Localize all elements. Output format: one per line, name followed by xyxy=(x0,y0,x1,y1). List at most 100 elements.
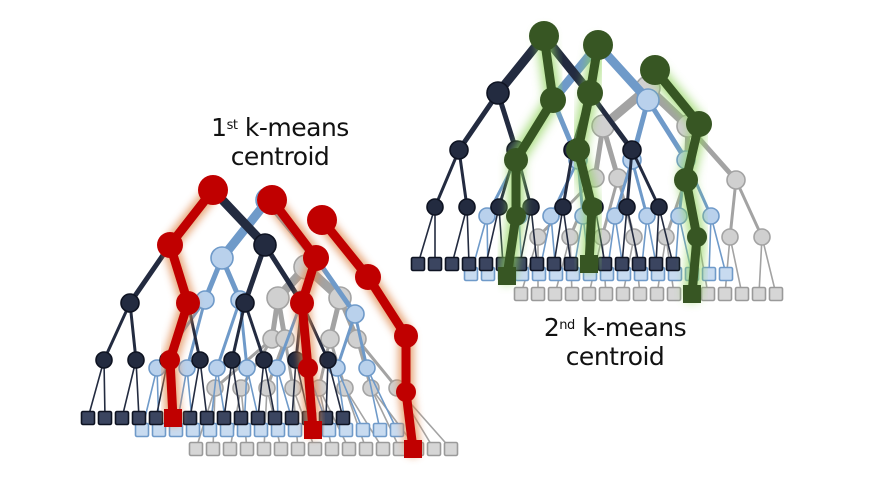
leaf-node xyxy=(615,286,631,302)
tree-edge xyxy=(734,178,764,239)
tree-edge xyxy=(417,206,436,265)
highlight-node xyxy=(540,87,566,113)
tree-edge xyxy=(370,387,401,450)
tree-edge xyxy=(199,359,208,419)
highlight-leaf xyxy=(404,440,422,458)
tree-node xyxy=(120,293,140,313)
leaf-node xyxy=(665,256,681,272)
leaf-node xyxy=(632,286,648,302)
tree-node xyxy=(561,228,579,246)
tree-edge xyxy=(318,387,350,450)
green-path-blue-tree xyxy=(566,30,613,273)
tree-edge xyxy=(519,206,532,265)
highlight-node xyxy=(396,382,416,402)
highlight-leaf xyxy=(683,285,701,303)
tree-edge xyxy=(433,148,461,209)
leaf-node xyxy=(321,422,337,438)
highlight-node xyxy=(674,168,698,192)
tree-edge xyxy=(626,206,640,265)
tree-edge xyxy=(243,301,266,362)
highlight-node xyxy=(686,111,712,137)
tree-edge xyxy=(710,215,727,275)
leaf-node xyxy=(564,286,580,302)
green-path-gray-tree xyxy=(640,55,712,303)
tree-edge xyxy=(658,206,674,265)
leaf-node xyxy=(410,256,426,272)
leaf-node xyxy=(666,286,682,302)
tree-node xyxy=(320,329,340,349)
tree-node xyxy=(650,198,668,216)
tree-edge xyxy=(655,206,660,265)
tree-node xyxy=(486,81,510,105)
tree-edge xyxy=(189,359,201,419)
tree-edge xyxy=(554,236,571,295)
leaf-node xyxy=(202,422,218,438)
first-caption-suffix: st xyxy=(226,118,238,133)
leaf-node xyxy=(233,410,249,426)
tree-node xyxy=(606,207,624,225)
tree-node xyxy=(95,351,113,369)
leaf-node xyxy=(97,410,113,426)
highlight-node xyxy=(307,205,337,235)
tree-edge xyxy=(325,359,329,419)
tree-node xyxy=(238,359,256,377)
leaf-node xyxy=(341,441,357,457)
leaf-node xyxy=(284,410,300,426)
leaf-node xyxy=(631,256,647,272)
tree-edge xyxy=(87,359,105,419)
tree-node xyxy=(542,207,560,225)
tree-node xyxy=(345,304,365,324)
tree-edge xyxy=(344,387,367,450)
second-centroid-caption: 2nd k-means centroid xyxy=(515,313,715,371)
highlight-node xyxy=(577,80,603,106)
leaf-node xyxy=(546,256,562,272)
red-path-blue-tree xyxy=(257,185,329,439)
leaf-node xyxy=(290,441,306,457)
first-caption-kmeans: k-means xyxy=(237,113,349,142)
tree-node xyxy=(210,246,234,270)
tree-node xyxy=(127,351,145,369)
tree-node xyxy=(266,286,290,310)
leaf-node xyxy=(389,422,405,438)
tree-node xyxy=(726,170,746,190)
second-caption-ordinal: 2 xyxy=(543,313,560,342)
tree-edge xyxy=(257,359,265,419)
leaf-node xyxy=(188,441,204,457)
leaf-node xyxy=(250,410,266,426)
tree-edge xyxy=(724,236,731,295)
highlight-node xyxy=(504,148,528,172)
highlight-node xyxy=(583,30,613,60)
leaf-node xyxy=(199,410,215,426)
highlight-node xyxy=(303,245,329,271)
tree-edge xyxy=(231,359,242,419)
tree-node xyxy=(191,351,209,369)
tree-node xyxy=(208,359,226,377)
highlight-node xyxy=(687,227,707,247)
tree-edge xyxy=(758,236,763,295)
leaf-node xyxy=(614,256,630,272)
highlight-leaf xyxy=(164,409,182,427)
leaf-node xyxy=(273,441,289,457)
leaf-node xyxy=(148,410,164,426)
tree-edge xyxy=(553,206,564,265)
tree-edge xyxy=(263,359,276,419)
leaf-node xyxy=(151,422,167,438)
leaf-node xyxy=(134,422,150,438)
leaf-node xyxy=(372,422,388,438)
tree-node xyxy=(253,233,277,257)
tree-edge xyxy=(630,148,661,209)
leaf-node xyxy=(444,256,460,272)
tree-node xyxy=(622,140,642,160)
tree-edge xyxy=(366,367,381,431)
tree-node xyxy=(554,198,572,216)
first-caption-line2: centroid xyxy=(230,142,330,171)
tree-edge xyxy=(761,236,777,295)
leaf-node xyxy=(219,422,235,438)
tree-node xyxy=(636,88,660,112)
tree-edge xyxy=(102,301,132,362)
tree-node xyxy=(618,198,636,216)
leaf-node xyxy=(80,410,96,426)
leaf-node xyxy=(718,266,734,282)
